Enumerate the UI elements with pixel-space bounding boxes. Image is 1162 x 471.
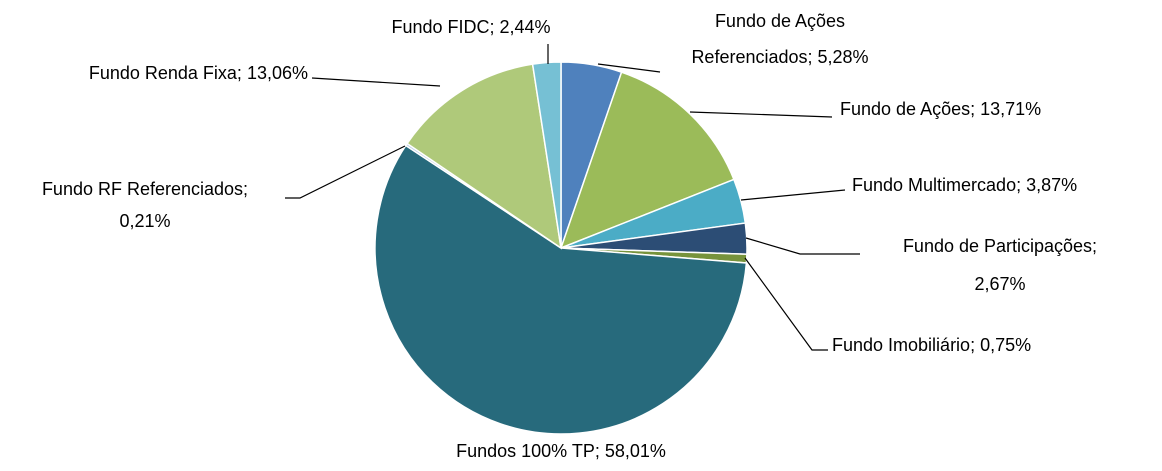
value-label: 3,87% <box>1021 175 1077 195</box>
data-label: Fundo de Ações Referenciados; 5,28% <box>691 11 868 67</box>
data-label: Fundo FIDC; 2,44% <box>391 17 550 37</box>
data-label: Fundo Multimercado; 3,87% <box>852 175 1077 195</box>
category-label: Fundo RF Referenciados; <box>42 179 248 199</box>
data-label: Fundos 100% TP; 58,01% <box>456 441 666 461</box>
leader-line <box>744 257 828 351</box>
data-label: Fundo de Ações; 13,71% <box>840 99 1041 119</box>
leader-line <box>689 111 833 118</box>
category-label: Fundo FIDC; <box>391 17 494 37</box>
value-label: 2,67% <box>974 274 1025 294</box>
value-label: 0,75% <box>975 335 1031 355</box>
pie-slice <box>406 63 563 250</box>
value-label: 13,06% <box>242 63 308 83</box>
pie-slice <box>374 144 748 435</box>
value-label: 13,71% <box>975 99 1041 119</box>
value-label: 0,21% <box>119 211 170 231</box>
data-label: Fundo RF Referenciados; 0,21% <box>42 179 248 231</box>
category-label: Fundo Multimercado; <box>852 175 1021 195</box>
category-label: Referenciados; <box>691 47 812 67</box>
value-label: 5,28% <box>813 47 869 67</box>
category-label: Fundo de Ações <box>715 11 845 31</box>
data-label: Fundo Imobiliário; 0,75% <box>832 335 1031 355</box>
leader-line <box>740 189 846 201</box>
leader-line <box>311 77 441 87</box>
value-label: 2,44% <box>495 17 551 37</box>
data-label: Fundo Renda Fixa; 13,06% <box>89 63 308 83</box>
pie-slice <box>559 71 735 250</box>
leader-line <box>745 237 860 255</box>
category-label: Fundo de Participações; <box>903 236 1097 256</box>
leader-line <box>597 63 661 73</box>
pie-slice <box>531 61 562 249</box>
category-label: Fundo Imobiliário; <box>832 335 975 355</box>
category-label: Fundo de Ações; <box>840 99 975 119</box>
value-label: 58,01% <box>600 441 666 461</box>
category-label: Fundo Renda Fixa; <box>89 63 242 83</box>
data-label: Fundo de Participações; 2,67% <box>903 236 1097 294</box>
category-label: Fundos 100% TP; <box>456 441 600 461</box>
leader-line <box>285 145 406 199</box>
